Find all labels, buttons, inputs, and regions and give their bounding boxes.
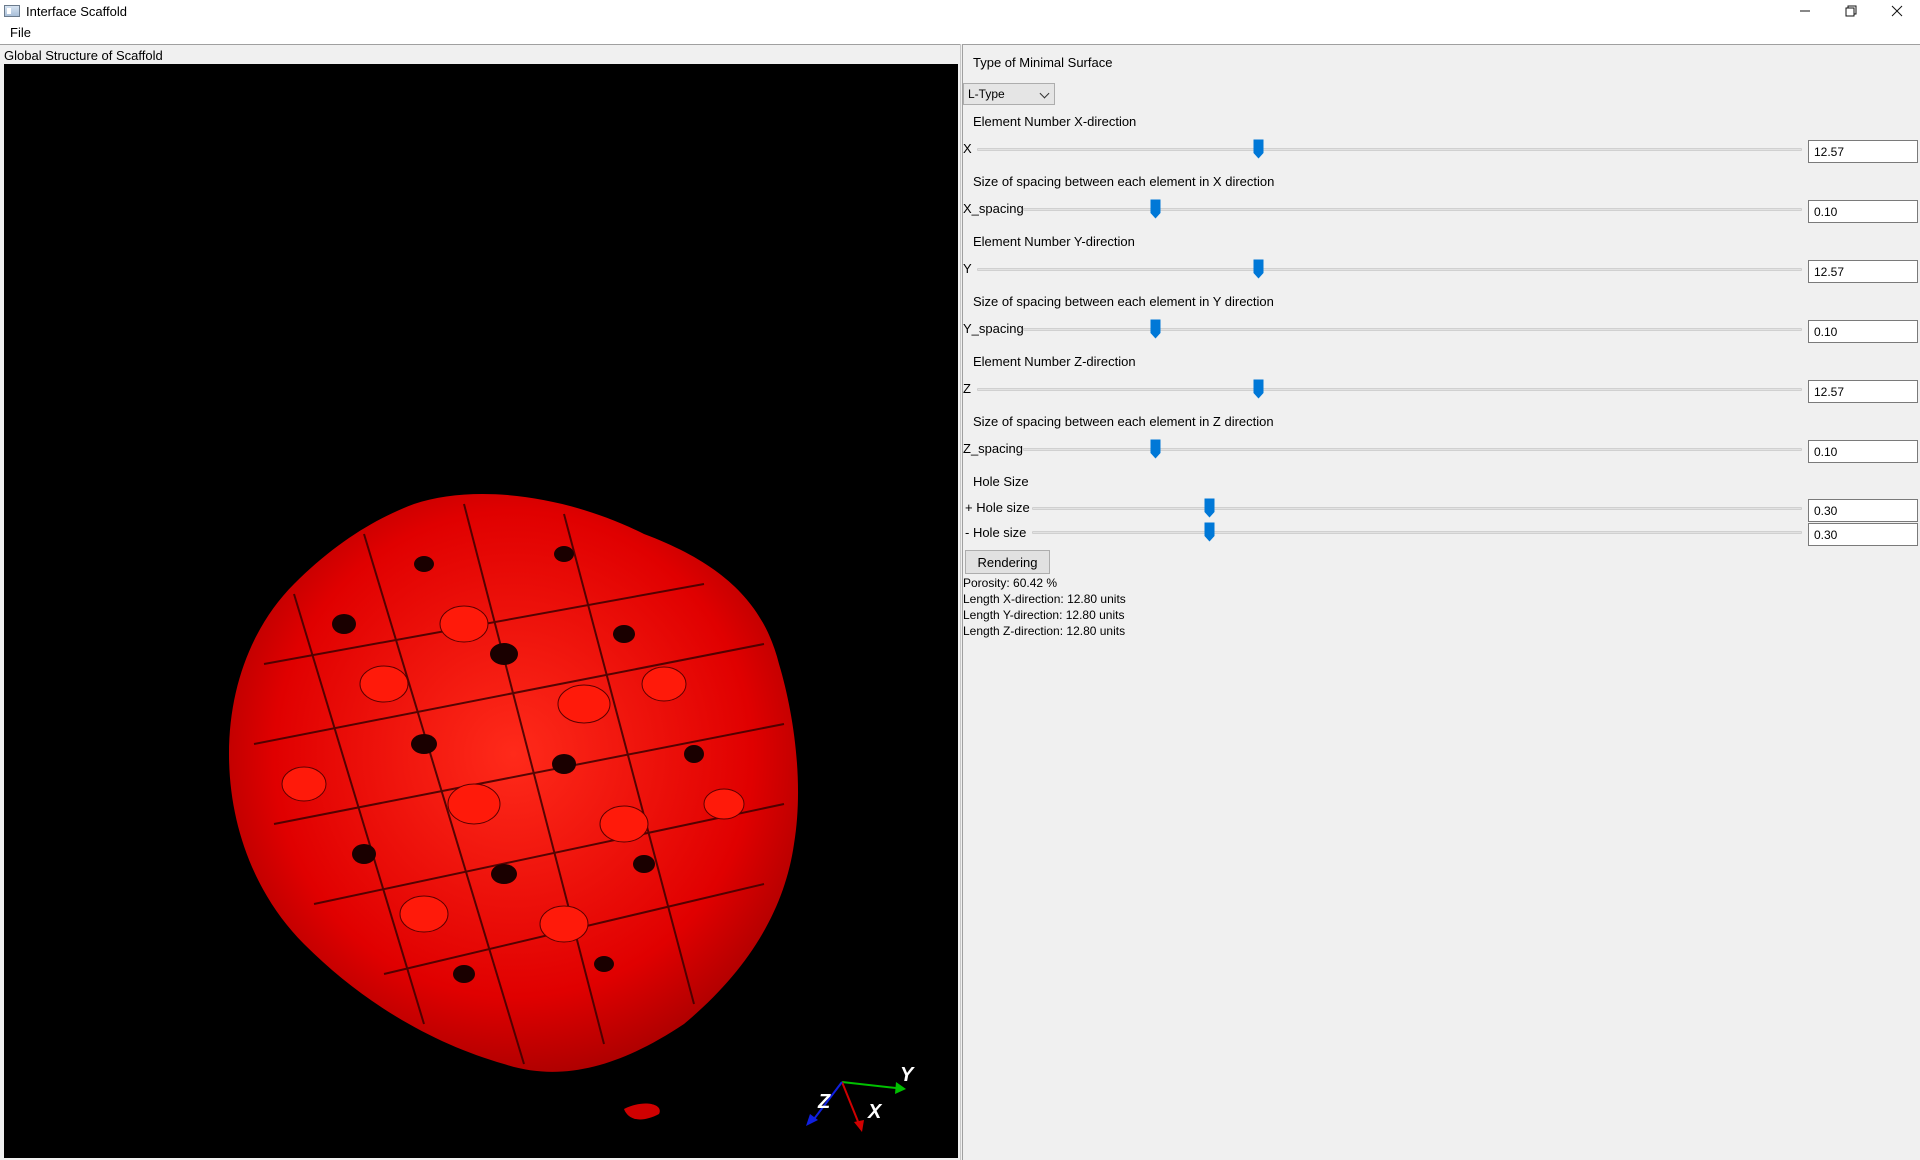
slider-thumb[interactable] — [1150, 319, 1161, 339]
minus-hole-size-slider[interactable] — [1032, 522, 1802, 542]
spacing-x-value[interactable]: 0.10 — [1808, 200, 1918, 223]
app-icon — [4, 5, 20, 17]
element-z-label: Z — [963, 381, 971, 396]
axis-z-label: Z — [817, 1091, 831, 1113]
axis-x-label: X — [867, 1101, 883, 1123]
spacing-x-label: X_spacing — [963, 201, 1024, 216]
axis-y-label: Y — [900, 1064, 915, 1086]
restore-button[interactable] — [1828, 0, 1874, 22]
length-x-text: Length X-direction: 12.80 units — [963, 592, 1126, 606]
scaffold-render: Y X Z — [229, 494, 915, 1132]
length-y-text: Length Y-direction: 12.80 units — [963, 608, 1125, 622]
element-z-value[interactable]: 12.57 — [1808, 380, 1918, 403]
minimize-icon — [1800, 10, 1810, 12]
length-z-text: Length Z-direction: 12.80 units — [963, 624, 1126, 638]
element-y-slider[interactable] — [977, 259, 1802, 279]
element-x-label: X — [963, 141, 972, 156]
porosity-text: Porosity: 60.42 % — [963, 576, 1058, 590]
spacing-y-title: Size of spacing between each element in … — [973, 294, 1274, 309]
close-icon — [1891, 5, 1903, 17]
spacing-x-slider[interactable] — [1023, 199, 1802, 219]
spacing-z-value[interactable]: 0.10 — [1808, 440, 1918, 463]
spacing-z-label: Z_spacing — [963, 441, 1023, 456]
controls-panel: Type of Minimal Surface L-Type Element N… — [962, 44, 1920, 1160]
chevron-down-icon — [1039, 88, 1050, 99]
spacing-z-slider[interactable] — [1023, 439, 1802, 459]
slider-thumb[interactable] — [1150, 199, 1161, 219]
plus-hole-size-value[interactable]: 0.30 — [1808, 499, 1918, 522]
slider-thumb[interactable] — [1204, 522, 1215, 542]
element-y-value[interactable]: 12.57 — [1808, 260, 1918, 283]
minus-hole-size-value[interactable]: 0.30 — [1808, 523, 1918, 546]
surface-type-title: Type of Minimal Surface — [973, 55, 1113, 70]
plus-hole-size-slider[interactable] — [1032, 498, 1802, 518]
surface-type-selected: L-Type — [968, 87, 1005, 101]
close-button[interactable] — [1874, 0, 1920, 22]
slider-thumb[interactable] — [1253, 379, 1264, 399]
slider-thumb[interactable] — [1253, 139, 1264, 159]
element-x-value[interactable]: 12.57 — [1808, 140, 1918, 163]
element-z-slider[interactable] — [977, 379, 1802, 399]
orientation-axes: Y X Z — [806, 1064, 915, 1132]
minimize-button[interactable] — [1782, 0, 1828, 22]
viewport-label: Global Structure of Scaffold — [4, 48, 163, 63]
slider-thumb[interactable] — [1204, 498, 1215, 518]
viewport-panel: Global Structure of Scaffold — [0, 44, 960, 1160]
title-bar: Interface Scaffold — [0, 0, 1920, 22]
spacing-y-slider[interactable] — [1023, 319, 1802, 339]
menu-bar: File — [0, 22, 1920, 42]
surface-type-dropdown[interactable]: L-Type — [963, 83, 1055, 105]
element-x-slider[interactable] — [977, 139, 1802, 159]
spacing-z-title: Size of spacing between each element in … — [973, 414, 1274, 429]
element-y-title: Element Number Y-direction — [973, 234, 1135, 249]
element-z-title: Element Number Z-direction — [973, 354, 1136, 369]
slider-thumb[interactable] — [1253, 259, 1264, 279]
menu-file[interactable]: File — [10, 24, 31, 40]
slider-thumb[interactable] — [1150, 439, 1161, 459]
window-title: Interface Scaffold — [26, 3, 127, 19]
element-x-title: Element Number X-direction — [973, 114, 1137, 129]
spacing-x-title: Size of spacing between each element in … — [973, 174, 1275, 189]
restore-icon — [1845, 5, 1857, 17]
rendering-button[interactable]: Rendering — [965, 550, 1050, 574]
minus-hole-size-label: - Hole size — [965, 525, 1027, 540]
hole-size-title: Hole Size — [973, 474, 1029, 489]
render-viewport[interactable]: Y X Z — [4, 64, 958, 1158]
plus-hole-size-label: + Hole size — [965, 500, 1030, 515]
scaffold-model — [229, 494, 799, 1120]
element-y-label: Y — [963, 261, 972, 276]
spacing-y-label: Y_spacing — [963, 321, 1024, 336]
spacing-y-value[interactable]: 0.10 — [1808, 320, 1918, 343]
